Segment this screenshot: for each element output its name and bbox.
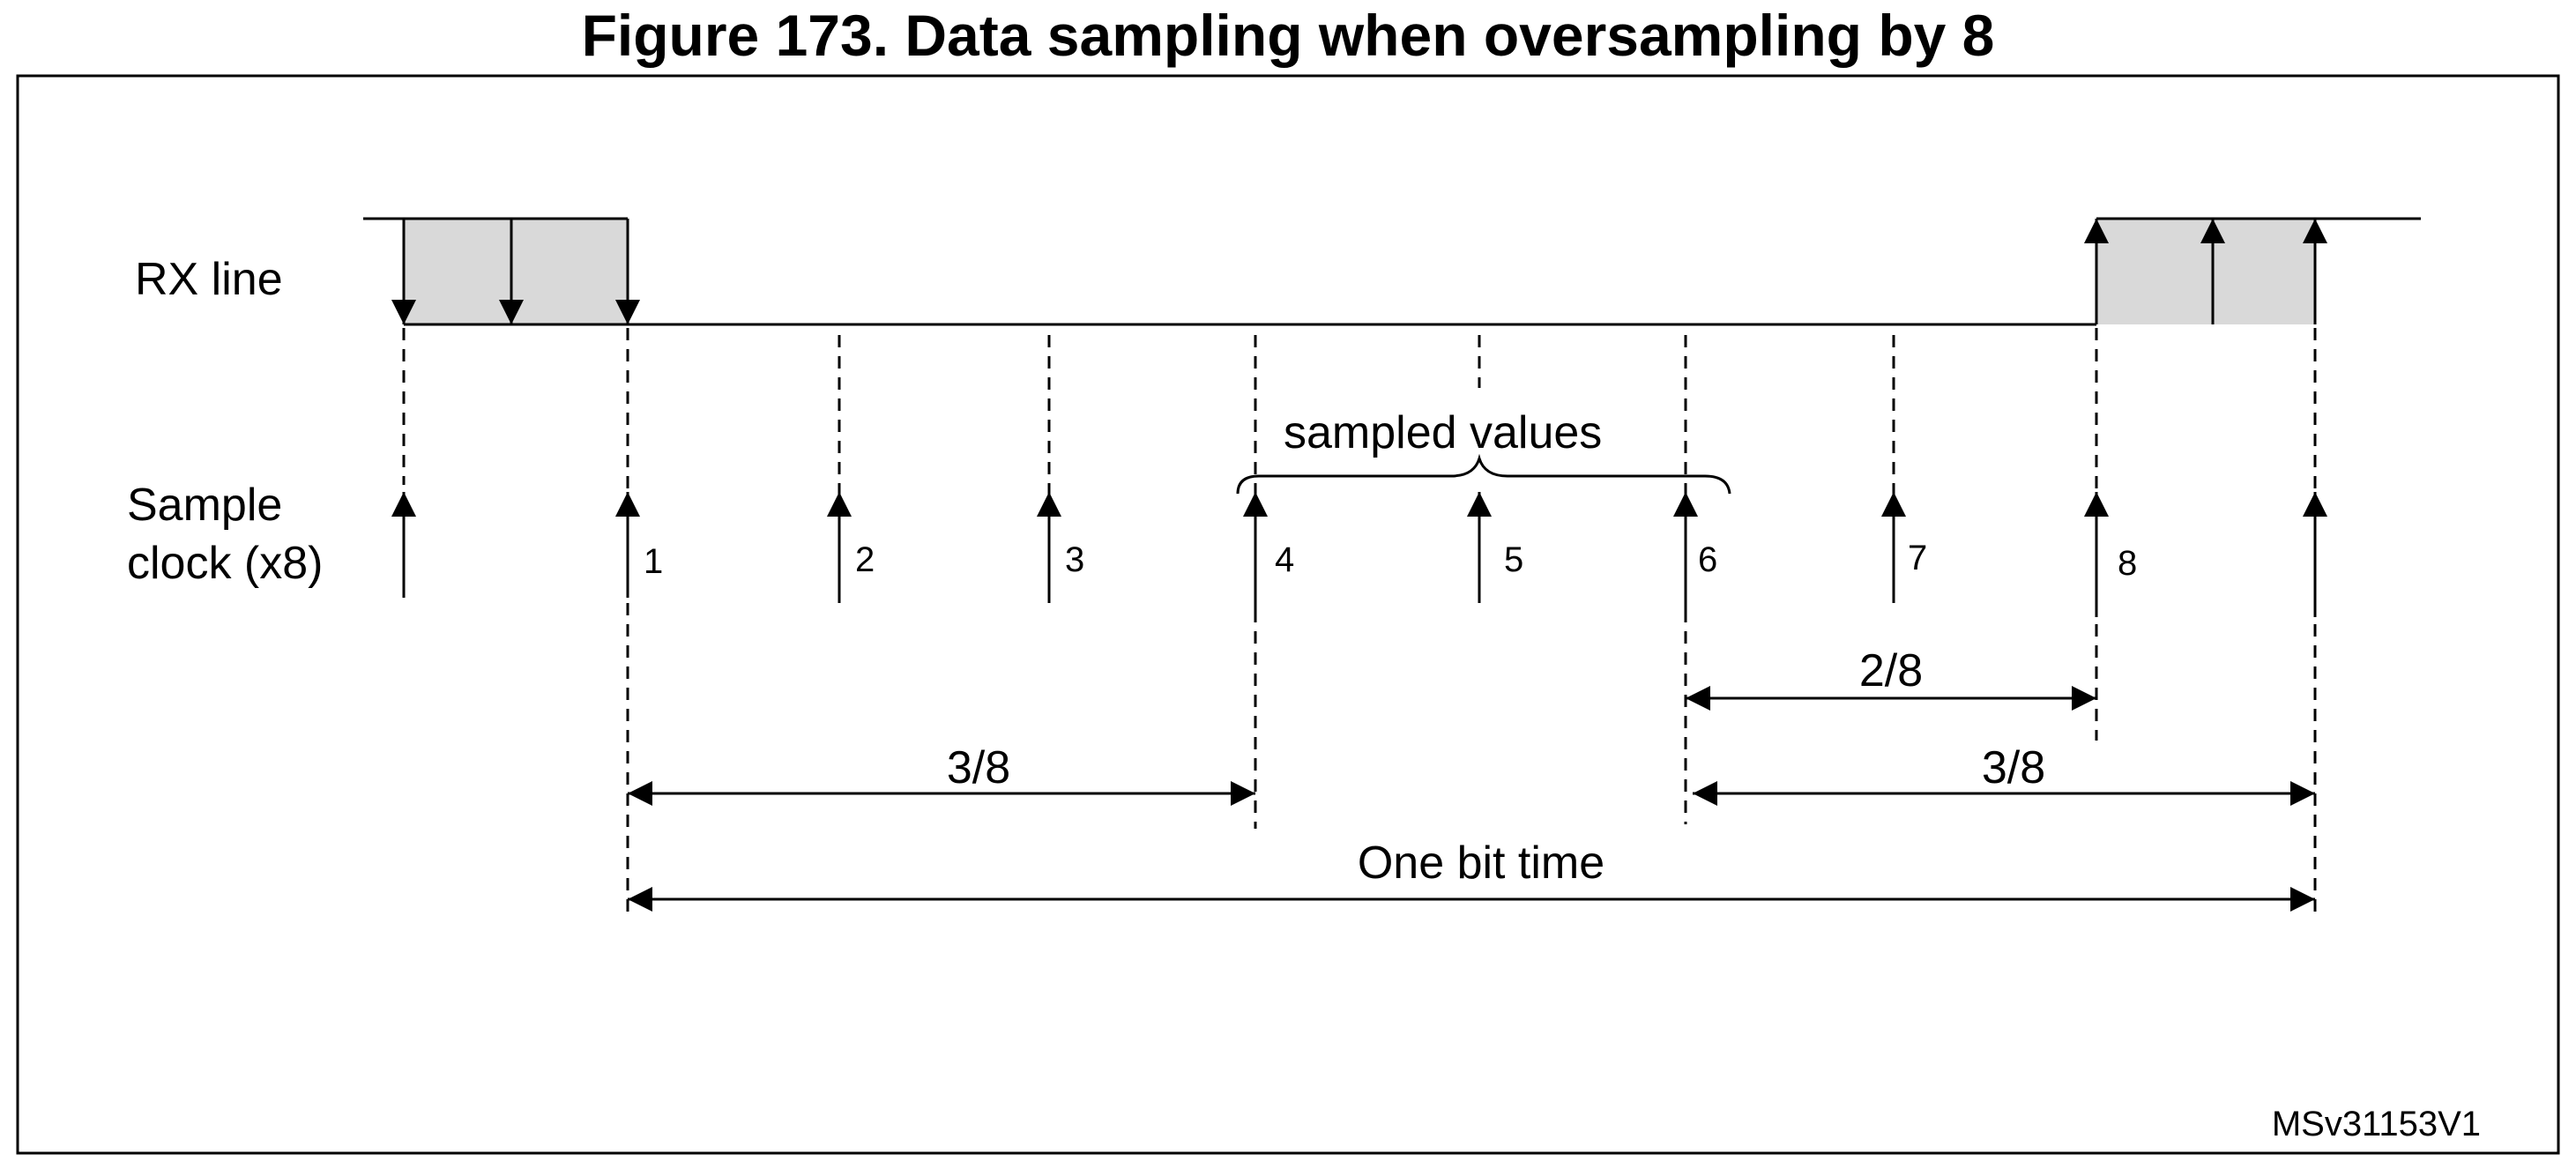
rx-transition-region-right bbox=[2096, 219, 2315, 324]
rx-line-waveform bbox=[363, 217, 2421, 326]
sample-number-7: 7 bbox=[1908, 539, 1927, 577]
rx-line-label: RX line bbox=[135, 254, 283, 305]
sample-clock-arrows bbox=[391, 492, 2327, 617]
figure-title: Figure 173. Data sampling when oversampl… bbox=[581, 3, 1995, 68]
sample-number-5: 5 bbox=[1504, 540, 1523, 579]
sampled-values-label: sampled values bbox=[1284, 407, 1602, 458]
sample-clock-label-line1: Sample bbox=[127, 480, 282, 531]
figure-id: MSv31153V1 bbox=[2272, 1105, 2481, 1143]
figure-frame bbox=[16, 74, 2560, 1155]
dimension-arrows bbox=[628, 686, 2315, 912]
sample-clock-label-line2: clock (x8) bbox=[127, 538, 323, 589]
sample-number-2: 2 bbox=[855, 540, 875, 579]
sample-number-6: 6 bbox=[1698, 540, 1717, 579]
dim-label-3-8-left: 3/8 bbox=[947, 742, 1010, 793]
dim-label-3-8-right: 3/8 bbox=[1982, 742, 2045, 793]
sample-number-labels: 1 2 3 4 5 6 7 8 bbox=[644, 539, 2137, 583]
sample-number-4: 4 bbox=[1275, 540, 1294, 579]
sample-number-3: 3 bbox=[1065, 540, 1084, 579]
dim-label-2-8: 2/8 bbox=[1859, 645, 1923, 696]
rx-transition-region-left bbox=[404, 219, 628, 324]
sample-number-1: 1 bbox=[644, 542, 663, 581]
sample-number-8: 8 bbox=[2118, 544, 2137, 583]
dashed-guides bbox=[402, 328, 2317, 917]
sampled-values-brace bbox=[1236, 453, 1731, 495]
one-bit-time-label: One bit time bbox=[1358, 838, 1604, 889]
